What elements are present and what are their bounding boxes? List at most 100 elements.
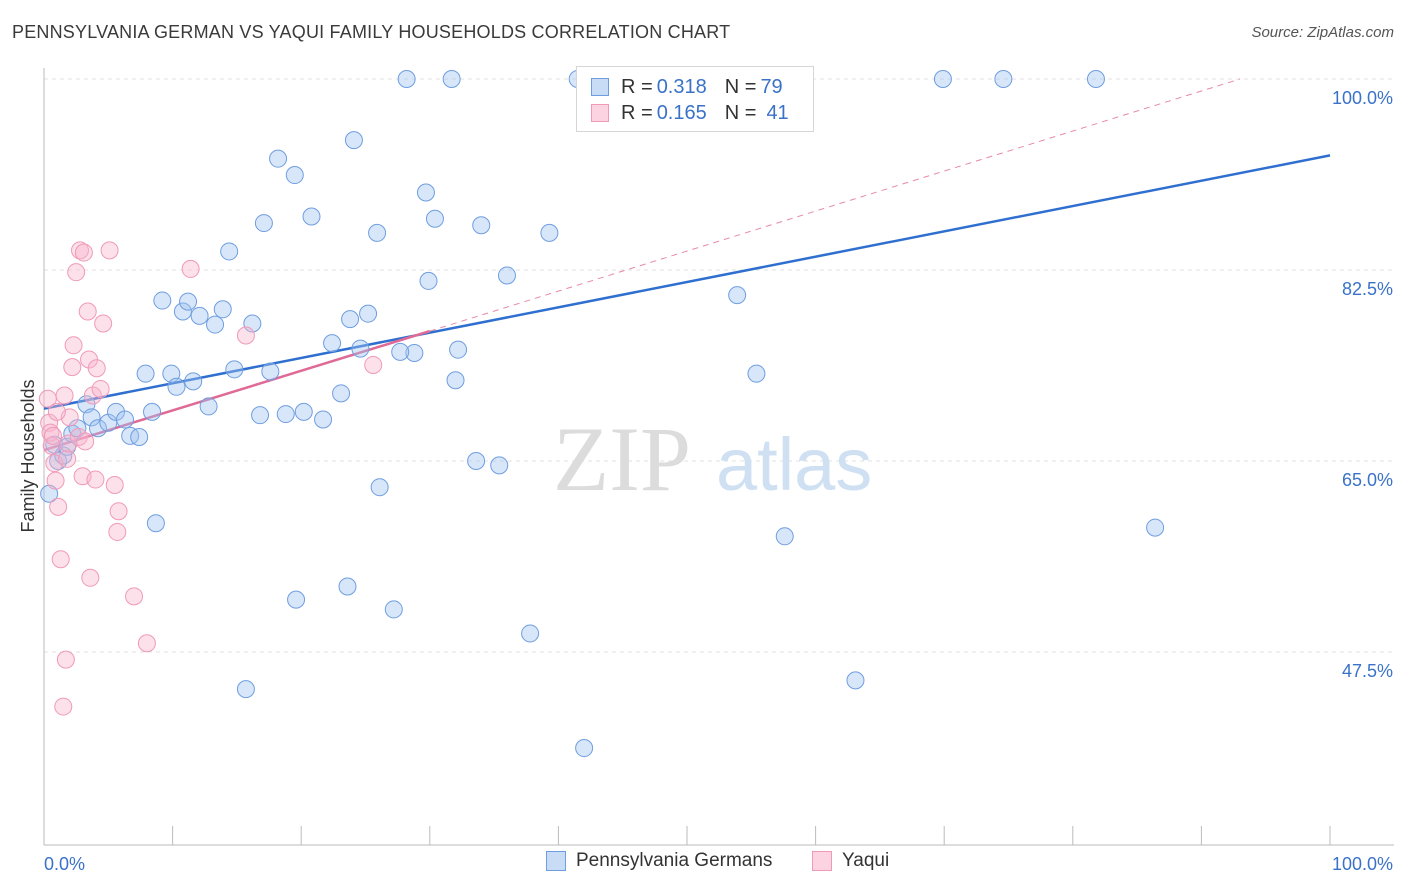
- r-value: 0.165: [656, 101, 707, 124]
- yaqui-point: [51, 550, 70, 569]
- pennsylvania-germans-point: [269, 149, 288, 168]
- yaqui-point: [55, 386, 74, 405]
- y-tick-label: 47.5%: [1342, 661, 1393, 681]
- yaqui-point: [236, 326, 255, 345]
- pennsylvania-germans-point: [933, 70, 952, 88]
- n-label: N =: [724, 101, 757, 124]
- y-tick-label: 65.0%: [1342, 470, 1393, 490]
- r-label: R =: [621, 75, 653, 98]
- yaqui-point: [83, 386, 102, 405]
- yaqui-point: [137, 634, 156, 653]
- pennsylvania-germans-point: [994, 70, 1013, 88]
- yaqui-point: [100, 241, 119, 260]
- pennsylvania-germans-point: [370, 478, 389, 497]
- pennsylvania-germans-point: [490, 456, 509, 475]
- pennsylvania-germans-point: [276, 405, 295, 424]
- x-tick-label: 0.0%: [44, 854, 85, 874]
- pennsylvania-germans-point: [287, 590, 306, 609]
- pennsylvania-germans-point: [107, 402, 126, 421]
- pennsylvania-germans-point: [89, 419, 108, 438]
- yaqui-point: [105, 476, 124, 495]
- legend-item-yaqui: Yaqui: [812, 850, 889, 872]
- pennsylvania-germans-point: [136, 364, 155, 383]
- pennsylvania-germans-point: [82, 408, 101, 427]
- pennsylvania-germans-point: [143, 402, 162, 421]
- yaqui-point: [74, 243, 93, 262]
- pennsylvania-germans-point: [472, 216, 491, 235]
- yaqui-point: [46, 471, 65, 490]
- stats-legend: R = 0.318 N = 79 R = 0.165 N = 41: [576, 66, 814, 132]
- pennsylvania-germans-point: [332, 384, 351, 403]
- pennsylvania-germans-point: [184, 372, 203, 391]
- pennsylvania-germans-point: [302, 207, 321, 226]
- axes: [43, 68, 1394, 846]
- yaqui-point: [67, 263, 86, 282]
- legend-swatch-pink: [812, 851, 832, 871]
- pennsylvania-germans-point: [338, 577, 357, 596]
- pennsylvania-germans-point: [497, 266, 516, 285]
- pennsylvania-germans-point: [206, 315, 225, 334]
- watermark-atlas: atlas: [716, 423, 872, 506]
- pennsylvania-germans-point: [220, 242, 239, 261]
- legend-row-pennsylvania-germans: R = 0.318 N = 79: [591, 75, 787, 99]
- trend-lines: [43, 78, 1331, 452]
- yaqui-point: [108, 522, 127, 541]
- pennsylvania-germans-point: [1146, 518, 1165, 537]
- pennsylvania-germans-point: [397, 70, 416, 88]
- yaqui-point: [44, 426, 63, 445]
- pennsylvania-germans-point: [314, 410, 333, 429]
- y-tick-label: 82.5%: [1342, 279, 1393, 299]
- pennsylvania-germans-point: [846, 671, 865, 690]
- yaqui-point: [58, 449, 77, 468]
- yaqui-point: [63, 358, 82, 377]
- pennsylvania-germans-point: [251, 406, 270, 425]
- yaqui-trend-extension: [429, 78, 1241, 332]
- pennsylvania-germans-point: [261, 362, 280, 381]
- pennsylvania-germans-point: [747, 364, 766, 383]
- pennsylvania-germans-point: [359, 304, 378, 323]
- gridlines: [44, 78, 1394, 653]
- pennsylvania-germans-point: [153, 291, 172, 310]
- pennsylvania-germans-point: [540, 223, 559, 242]
- pennsylvania-germans-point: [236, 680, 255, 699]
- pennsylvania-germans-point: [40, 484, 59, 503]
- yaqui-point: [56, 650, 75, 669]
- pennsylvania-germans-point: [130, 427, 149, 446]
- pennsylvania-germans-point: [425, 209, 444, 228]
- pennsylvania-germans-point: [728, 286, 747, 305]
- legend-label: Yaqui: [842, 850, 890, 871]
- pennsylvania-germans-point: [213, 300, 232, 319]
- y-tick-label: 100.0%: [1332, 88, 1393, 108]
- legend-item-pennsylvania-germans: Pennsylvania Germans: [546, 850, 772, 872]
- yaqui-point: [87, 359, 106, 378]
- x-tick-label: 100.0%: [1332, 854, 1393, 874]
- pennsylvania-germans-point: [1086, 70, 1105, 88]
- pennsylvania-germans-trend-line: [43, 154, 1331, 410]
- chart-title: PENNSYLVANIA GERMAN VS YAQUI FAMILY HOUS…: [12, 22, 731, 42]
- yaqui-point: [91, 379, 110, 398]
- pennsylvania-germans-point: [116, 410, 135, 429]
- yaqui-point: [94, 314, 113, 333]
- r-label: R =: [621, 101, 653, 124]
- yaqui-point: [64, 336, 83, 355]
- pennsylvania-germans-point: [323, 334, 342, 353]
- pennsylvania-germans-point: [173, 302, 192, 321]
- legend-swatch-blue: [591, 78, 609, 96]
- legend-swatch-blue: [546, 851, 566, 871]
- pennsylvania-germans-point: [775, 527, 794, 546]
- legend-swatch-pink: [591, 104, 609, 122]
- pennsylvania-germans-point: [344, 131, 363, 150]
- watermark-zip: ZIP: [553, 408, 691, 510]
- pennsylvania-germans-point: [146, 514, 165, 533]
- pennsylvania-germans-point: [405, 343, 424, 362]
- pennsylvania-germans-point: [467, 452, 486, 470]
- legend-label: Pennsylvania Germans: [576, 850, 773, 871]
- pennsylvania-germans-point: [368, 223, 387, 242]
- yaqui-point: [78, 302, 97, 321]
- x-tick-labels: 0.0% 100.0%: [44, 854, 1393, 874]
- pennsylvania-germans-point: [575, 739, 594, 758]
- yaqui-point: [76, 432, 95, 451]
- yaqui-point: [181, 259, 200, 278]
- pennsylvania-germans-point: [449, 340, 468, 359]
